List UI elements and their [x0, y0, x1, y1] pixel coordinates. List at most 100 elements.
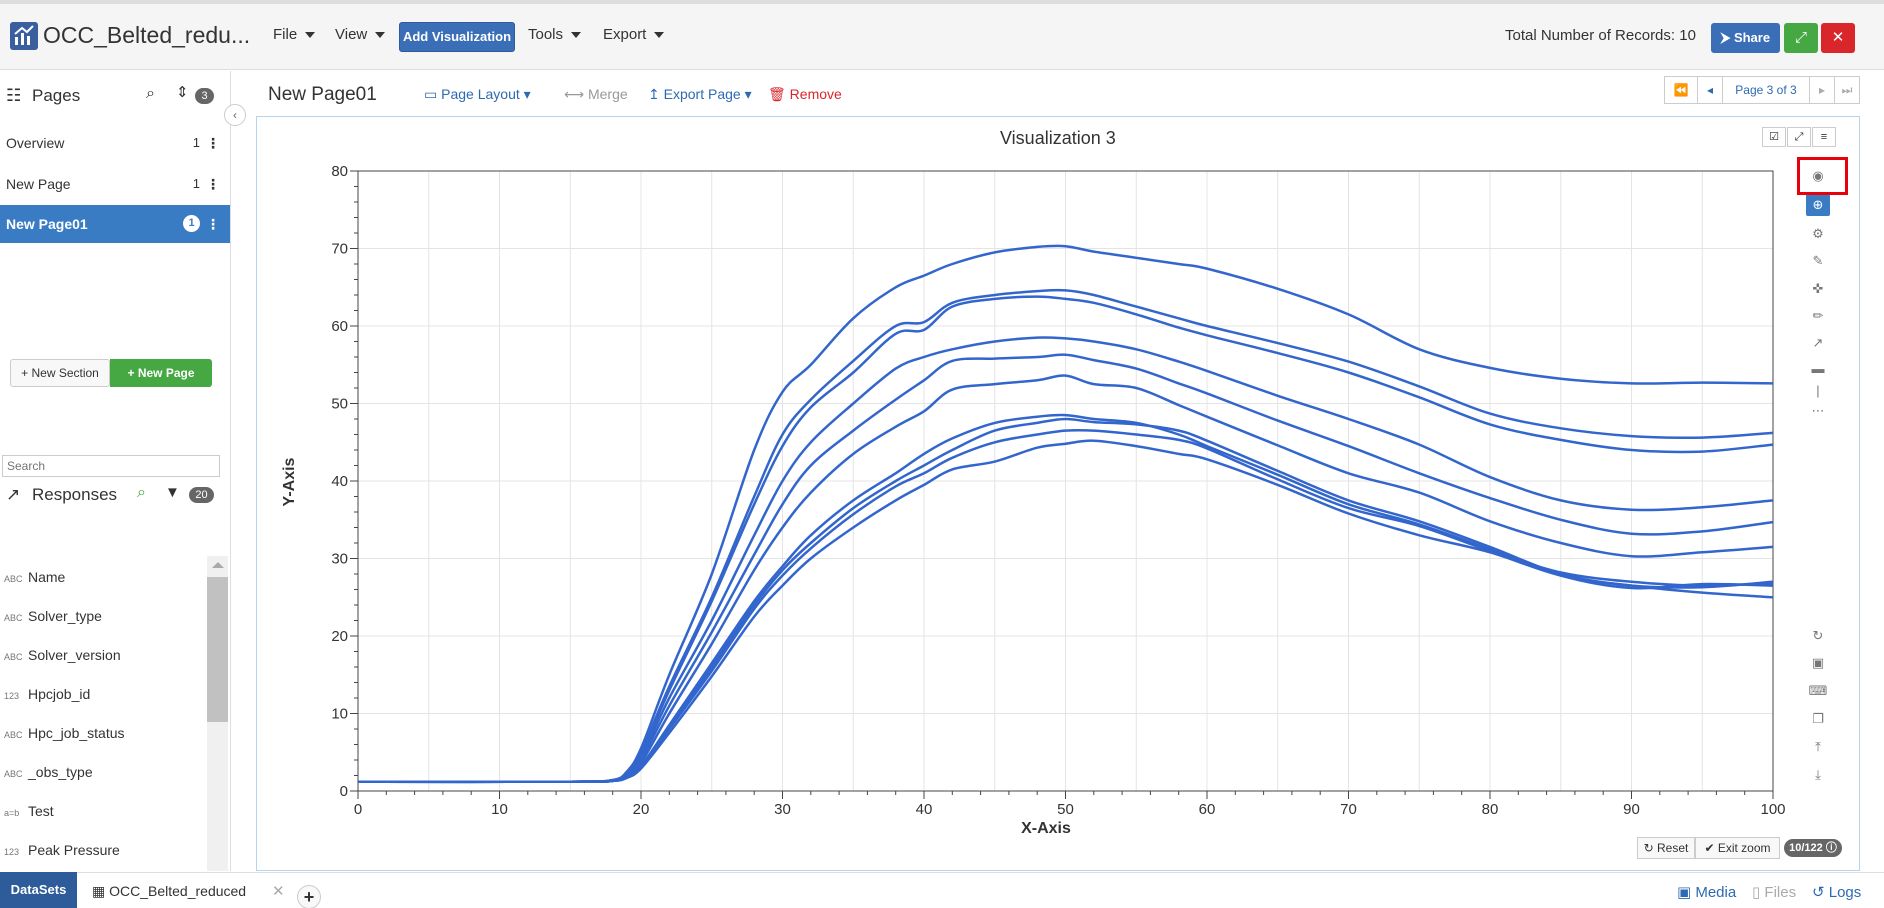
- keyboard-icon[interactable]: ⌨: [1808, 683, 1828, 698]
- trash-icon: 🗑: [768, 86, 790, 102]
- more-vertical-icon[interactable]: ⋮: [206, 216, 220, 232]
- response-item[interactable]: 123 Hpcjob_id: [4, 686, 91, 702]
- line-icon[interactable]: |: [1816, 383, 1820, 398]
- response-item[interactable]: ABC Name: [4, 569, 66, 585]
- menu-view[interactable]: View: [335, 26, 386, 43]
- download-icon[interactable]: ⤓: [1815, 767, 1821, 782]
- remove-button[interactable]: 🗑 Remove: [768, 86, 842, 102]
- chevron-left-icon: ◂: [1706, 83, 1714, 97]
- more-icon[interactable]: ⋯: [1811, 403, 1825, 418]
- series-line-4[interactable]: [357, 336, 1774, 784]
- chart-series: [357, 244, 1774, 784]
- exit-zoom-button[interactable]: ✔ Exit zoom: [1695, 837, 1780, 859]
- search-pages-icon[interactable]: ⌕: [146, 85, 155, 102]
- upload-icon[interactable]: ⤒: [1815, 739, 1821, 754]
- search-responses-icon[interactable]: ⌕: [137, 484, 146, 501]
- refresh-icon[interactable]: ↻: [1812, 628, 1824, 643]
- series-line-1[interactable]: [357, 244, 1774, 784]
- x-tick-label: 20: [633, 801, 650, 818]
- menu-file[interactable]: File: [273, 26, 316, 43]
- close-tab-icon[interactable]: ✕: [272, 883, 285, 900]
- files-link[interactable]: ▯ Files: [1752, 884, 1797, 901]
- save-icon[interactable]: ▣: [1811, 655, 1825, 670]
- brush-icon[interactable]: ✎: [1812, 253, 1824, 268]
- expand-icon: ⤢: [1794, 29, 1807, 46]
- chevron-left-icon: ‹: [233, 108, 237, 122]
- plus-icon: +: [21, 366, 32, 380]
- highlight-box: [1797, 157, 1848, 195]
- response-item[interactable]: 123 Peak Pressure: [4, 842, 120, 858]
- zoom-icon[interactable]: ⊕: [1806, 194, 1830, 216]
- more-vertical-icon[interactable]: ⋮: [206, 176, 220, 192]
- file-icon: ▯: [1752, 884, 1765, 901]
- line-chart-icon: ↗: [6, 485, 21, 504]
- x-tick-label: 100: [1760, 801, 1785, 818]
- menu-export[interactable]: Export: [603, 26, 665, 43]
- logs-link[interactable]: ↺ Logs: [1812, 884, 1862, 901]
- eye-icon[interactable]: ◉: [1812, 168, 1824, 183]
- response-item[interactable]: ABC Solver_version: [4, 647, 121, 663]
- viz-menu-button[interactable]: ≡: [1812, 127, 1836, 147]
- responses-header: ↗ Responses: [6, 485, 118, 504]
- caret-down-icon: ▾: [519, 86, 531, 102]
- sort-icon[interactable]: ⇕: [176, 84, 189, 101]
- reset-zoom-button[interactable]: ↻ Reset: [1637, 837, 1695, 859]
- scroll-up-icon[interactable]: [212, 562, 224, 568]
- gear-icon[interactable]: ⚙: [1812, 226, 1824, 241]
- image-icon: ▣: [1677, 884, 1696, 901]
- next-page-button[interactable]: ▸: [1809, 76, 1835, 104]
- y-tick-label: 60: [331, 318, 348, 335]
- prev-page-button[interactable]: ◂: [1697, 76, 1723, 104]
- series-line-5[interactable]: [357, 353, 1774, 783]
- responses-search-input[interactable]: [2, 455, 220, 477]
- page-item-new-page01[interactable]: New Page01 1 ⋮: [0, 205, 230, 243]
- media-link[interactable]: ▣ Media: [1677, 884, 1737, 901]
- move-icon[interactable]: ✜: [1812, 281, 1824, 296]
- eraser-icon[interactable]: ▬: [1811, 361, 1825, 376]
- new-page-button[interactable]: + New Page: [110, 359, 212, 387]
- datasets-tab[interactable]: DataSets: [0, 872, 77, 908]
- page-item-overview[interactable]: Overview 1 ⋮: [0, 124, 230, 162]
- dataset-file-tab[interactable]: ▦ OCC_Belted_reduced: [92, 883, 247, 899]
- response-item[interactable]: ABC Solver_type: [4, 608, 102, 624]
- add-visualization-button[interactable]: Add Visualization: [399, 22, 515, 52]
- filter-icon[interactable]: ▼: [165, 484, 180, 501]
- collapse-sidebar-button[interactable]: ‹: [224, 104, 246, 126]
- caret-down-icon: [375, 32, 386, 39]
- chart-grid: [358, 170, 1773, 791]
- copy-icon[interactable]: ❐: [1812, 711, 1824, 726]
- x-tick-label: 30: [774, 801, 791, 818]
- response-item[interactable]: a=b Test: [4, 803, 54, 819]
- more-vertical-icon[interactable]: ⋮: [206, 135, 220, 151]
- select-viz-button[interactable]: ☑: [1762, 127, 1786, 147]
- x-tick-label: 50: [1057, 801, 1074, 818]
- scrollbar-thumb[interactable]: [207, 577, 228, 722]
- add-tab-button[interactable]: +: [297, 885, 321, 908]
- checkbox-icon: ☑: [1769, 131, 1779, 143]
- app-logo-icon: [10, 22, 38, 50]
- export-page-button[interactable]: ↥ Export Page ▾: [648, 86, 752, 102]
- response-item[interactable]: ABC _obs_type: [4, 764, 93, 780]
- pages-icon: ☷: [6, 86, 22, 105]
- fullscreen-button[interactable]: ⤢: [1784, 23, 1818, 53]
- page-layout-button[interactable]: ▭ Page Layout ▾: [424, 86, 531, 102]
- info-icon: ⓘ: [1822, 842, 1837, 854]
- last-page-button[interactable]: ⏭: [1834, 76, 1860, 104]
- response-item[interactable]: ABC Hpc_job_status: [4, 725, 125, 741]
- merge-icon: ⟷: [564, 86, 588, 102]
- close-button[interactable]: ✕: [1821, 23, 1855, 53]
- pencil-icon[interactable]: ✏: [1812, 308, 1824, 323]
- new-section-button[interactable]: + New Section: [10, 359, 110, 387]
- page-item-new-page[interactable]: New Page 1 ⋮: [0, 165, 230, 203]
- arrow-icon[interactable]: ↗: [1812, 335, 1824, 350]
- y-tick-label: 70: [331, 241, 348, 258]
- merge-button[interactable]: ⟷ Merge: [564, 86, 628, 102]
- series-line-10[interactable]: [357, 439, 1774, 783]
- series-line-6[interactable]: [357, 374, 1774, 783]
- first-page-button[interactable]: ⏪: [1664, 76, 1698, 104]
- share-button[interactable]: ⮞ Share: [1711, 23, 1780, 53]
- menu-tools[interactable]: Tools: [528, 26, 582, 43]
- series-line-3[interactable]: [357, 295, 1774, 784]
- expand-viz-button[interactable]: ⤢: [1787, 127, 1811, 147]
